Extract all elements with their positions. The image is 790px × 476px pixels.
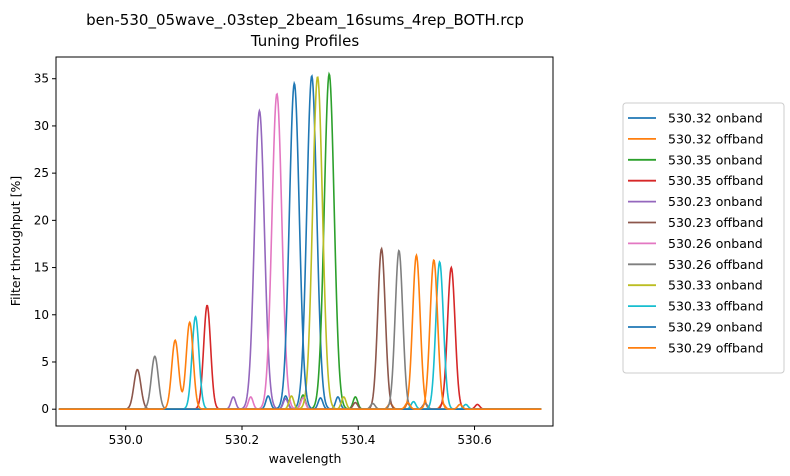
x-tick-label: 530.6 <box>457 433 491 447</box>
legend-label: 530.29 offband <box>668 340 763 355</box>
legend-label: 530.35 onband <box>668 152 763 167</box>
legend-label: 530.29 onband <box>668 320 763 335</box>
y-tick-label: 0 <box>41 402 49 416</box>
x-axis: 530.0 530.2 530.4 530.6 <box>109 426 492 447</box>
x-tick-label: 530.4 <box>341 433 375 447</box>
legend-label: 530.32 onband <box>668 111 763 126</box>
y-tick-label: 20 <box>34 213 49 227</box>
legend-label: 530.35 offband <box>668 173 763 188</box>
legend-label: 530.32 offband <box>668 131 763 146</box>
legend-label: 530.23 offband <box>668 215 763 230</box>
x-tick-label: 530.2 <box>225 433 259 447</box>
y-tick-label: 35 <box>34 72 49 86</box>
y-axis: 0 5 10 15 20 25 30 35 <box>34 72 56 416</box>
legend-frame <box>622 102 785 374</box>
chart-title: ben-530_05wave_.03step_2beam_16sums_4rep… <box>86 11 524 30</box>
y-tick-label: 10 <box>34 308 49 322</box>
series-line <box>58 258 542 410</box>
y-tick-label: 30 <box>34 119 49 133</box>
legend-label: 530.26 offband <box>668 257 763 272</box>
x-axis-label: wavelength <box>269 451 342 466</box>
y-tick-label: 15 <box>34 261 49 275</box>
legend-label: 530.33 offband <box>668 299 763 314</box>
x-tick-label: 530.0 <box>109 433 143 447</box>
legend-label: 530.33 onband <box>668 278 763 293</box>
legend-label: 530.26 onband <box>668 236 763 251</box>
legend: 530.32 onband 530.32 offband 530.35 onband… <box>622 102 785 374</box>
y-tick-label: 25 <box>34 166 49 180</box>
y-axis-label: Filter throughput [%] <box>8 176 23 306</box>
legend-label: 530.23 onband <box>668 194 763 209</box>
plot-area <box>58 71 542 410</box>
plot-frame <box>55 56 554 427</box>
chart-subtitle: Tuning Profiles <box>250 32 360 50</box>
series-line <box>58 80 542 410</box>
y-tick-label: 5 <box>41 355 49 369</box>
